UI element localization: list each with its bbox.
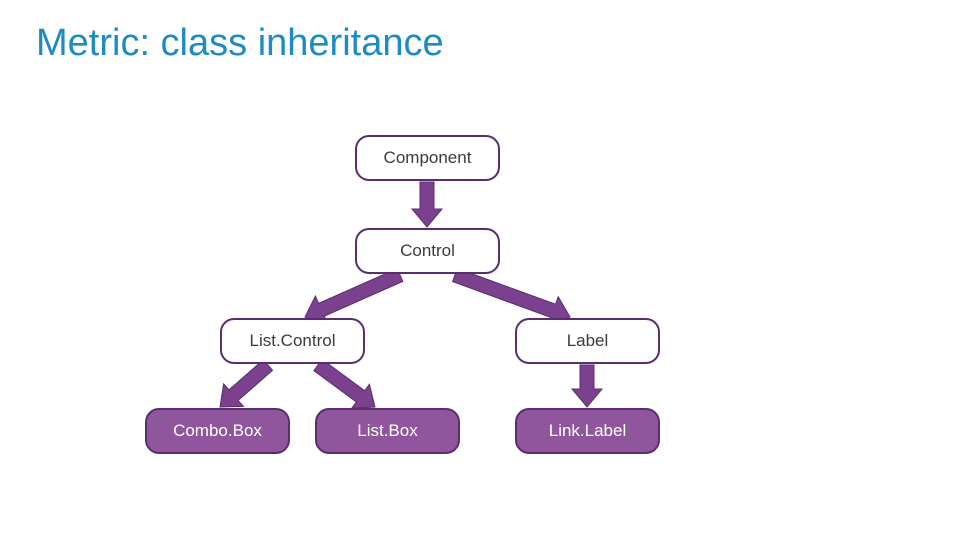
node-listbox: List.Box xyxy=(315,408,460,454)
node-listcontrol: List.Control xyxy=(220,318,365,364)
node-label: List.Box xyxy=(357,421,417,441)
node-label: Component xyxy=(384,148,472,168)
node-label: Label xyxy=(515,318,660,364)
arrow-label-to-linklabel xyxy=(572,365,602,407)
node-label: List.Control xyxy=(250,331,336,351)
node-control: Control xyxy=(355,228,500,274)
node-label: Combo.Box xyxy=(173,421,262,441)
node-combobox: Combo.Box xyxy=(145,408,290,454)
arrow-shape xyxy=(412,182,442,227)
node-component: Component xyxy=(355,135,500,181)
arrow-component-to-control xyxy=(412,182,442,227)
node-label: Link.Label xyxy=(549,421,627,441)
node-label: Control xyxy=(400,241,455,261)
node-linklabel: Link.Label xyxy=(515,408,660,454)
node-label: Label xyxy=(567,331,609,351)
arrow-shape xyxy=(572,365,602,407)
slide: Metric: class inheritance Component Contr… xyxy=(0,0,960,540)
slide-title: Metric: class inheritance xyxy=(36,22,444,65)
